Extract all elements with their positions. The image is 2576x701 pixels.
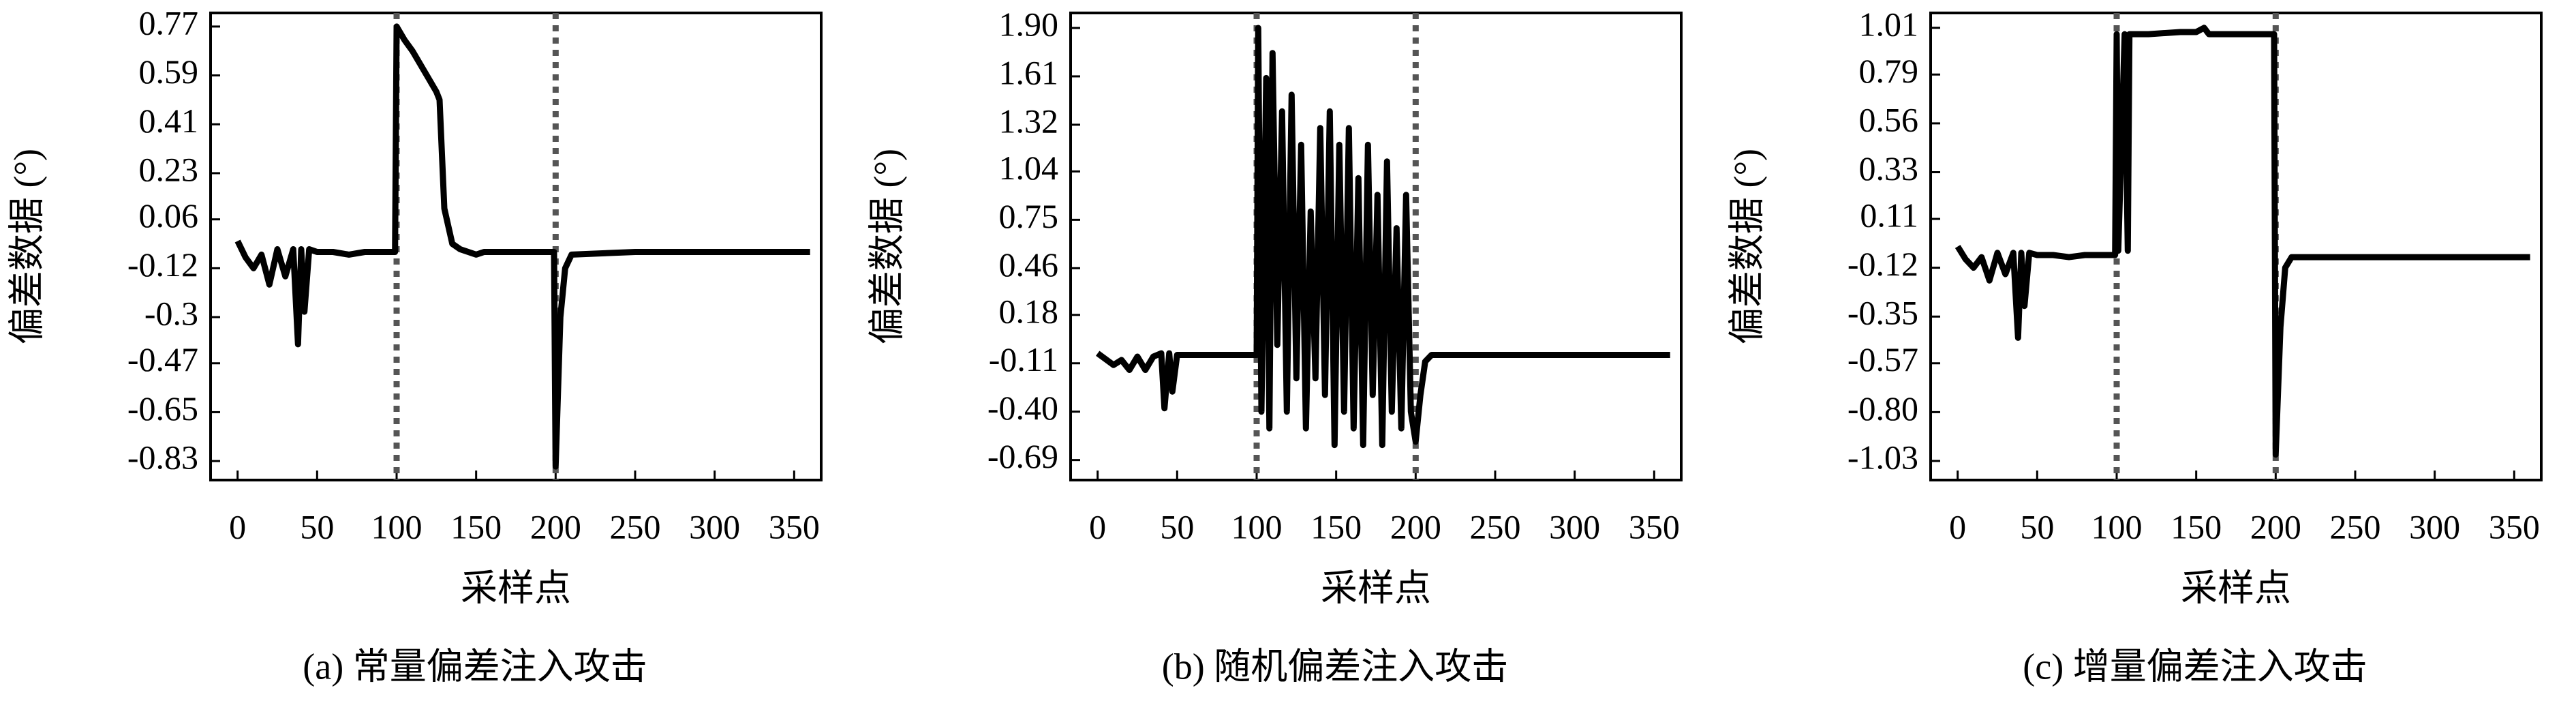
y-tick-label: -0.80: [1847, 389, 1918, 428]
x-tick-label: 150: [450, 507, 502, 546]
y-tick-label: 1.90: [999, 5, 1059, 43]
caption: (a) 常量偏差注入攻击: [303, 646, 647, 687]
y-tick-label: -0.69: [987, 437, 1058, 475]
x-tick-label: 250: [610, 507, 661, 546]
x-tick-label: 350: [769, 507, 820, 546]
y-tick-label: -0.3: [144, 295, 198, 333]
y-tick-label: 0.46: [999, 245, 1059, 284]
y-axis-label: 偏差数据 (°): [866, 149, 907, 344]
x-tick-label: 200: [2250, 507, 2301, 546]
y-tick-label: -0.12: [1847, 245, 1918, 283]
x-axis-label: 采样点: [1321, 567, 1431, 608]
y-tick-label: -0.12: [127, 245, 198, 284]
data-line: [234, 23, 810, 470]
y-tick-label: 1.04: [999, 149, 1059, 187]
y-tick-label: 0.56: [1859, 100, 1919, 138]
x-tick-label: 200: [530, 507, 581, 546]
y-axis-label: 偏差数据 (°): [1726, 149, 1767, 344]
y-tick-label: 1.32: [999, 102, 1059, 140]
data-line: [1096, 25, 1670, 449]
x-tick-label: 350: [2489, 507, 2540, 546]
x-tick-label: 300: [2409, 507, 2460, 546]
x-tick-label: 100: [1231, 507, 1283, 546]
x-tick-label: 250: [1470, 507, 1521, 546]
caption: (b) 随机偏差注入攻击: [1162, 646, 1508, 687]
y-tick-label: 0.41: [139, 102, 199, 140]
x-tick-label: 0: [1949, 507, 1966, 546]
x-tick-label: 350: [1629, 507, 1680, 546]
x-tick-label: 0: [1089, 507, 1106, 546]
y-tick-label: 0.23: [139, 150, 199, 188]
y-tick-label: -0.47: [127, 340, 198, 378]
y-tick-label: -0.40: [987, 389, 1058, 427]
x-tick-label: 50: [300, 507, 334, 546]
plot-frame: [1929, 12, 2543, 481]
y-axis-label: 偏差数据 (°): [6, 149, 47, 344]
y-tick-label: 0.75: [999, 197, 1059, 235]
plot-frame: [209, 12, 823, 481]
y-tick-label: 0.77: [139, 3, 199, 42]
x-axis-label: 采样点: [461, 567, 571, 608]
x-tick-label: 300: [689, 507, 740, 546]
y-tick-label: -0.35: [1847, 294, 1918, 332]
x-tick-label: 200: [1390, 507, 1441, 546]
y-tick-label: 0.11: [1860, 196, 1918, 234]
data-line: [1954, 25, 2530, 458]
x-tick-label: 150: [2171, 507, 2222, 546]
x-axis-label: 采样点: [2181, 567, 2291, 608]
y-tick-label: 1.01: [1859, 5, 1919, 43]
x-tick-label: 100: [371, 507, 423, 546]
x-tick-label: 50: [1160, 507, 1194, 546]
y-tick-label: -0.57: [1847, 340, 1918, 378]
caption: (c) 增量偏差注入攻击: [2023, 646, 2367, 687]
x-tick-label: 250: [2330, 507, 2381, 546]
y-tick-label: -1.03: [1847, 438, 1918, 476]
x-tick-label: 50: [2020, 507, 2054, 546]
y-tick-label: 0.59: [139, 53, 199, 91]
x-tick-label: 150: [1310, 507, 1362, 546]
y-tick-label: -0.65: [127, 389, 198, 428]
y-tick-label: -0.83: [127, 438, 198, 477]
y-tick-label: 0.18: [999, 292, 1059, 330]
x-tick-label: 300: [1549, 507, 1600, 546]
y-tick-label: 0.06: [139, 196, 199, 235]
x-tick-label: 0: [229, 507, 246, 546]
x-tick-label: 100: [2091, 507, 2143, 546]
y-tick-label: 0.33: [1859, 149, 1919, 188]
y-tick-label: 1.61: [999, 53, 1059, 91]
y-tick-label: 0.79: [1859, 52, 1919, 90]
plot-frame: [1069, 12, 1683, 481]
y-tick-label: -0.11: [989, 340, 1058, 378]
